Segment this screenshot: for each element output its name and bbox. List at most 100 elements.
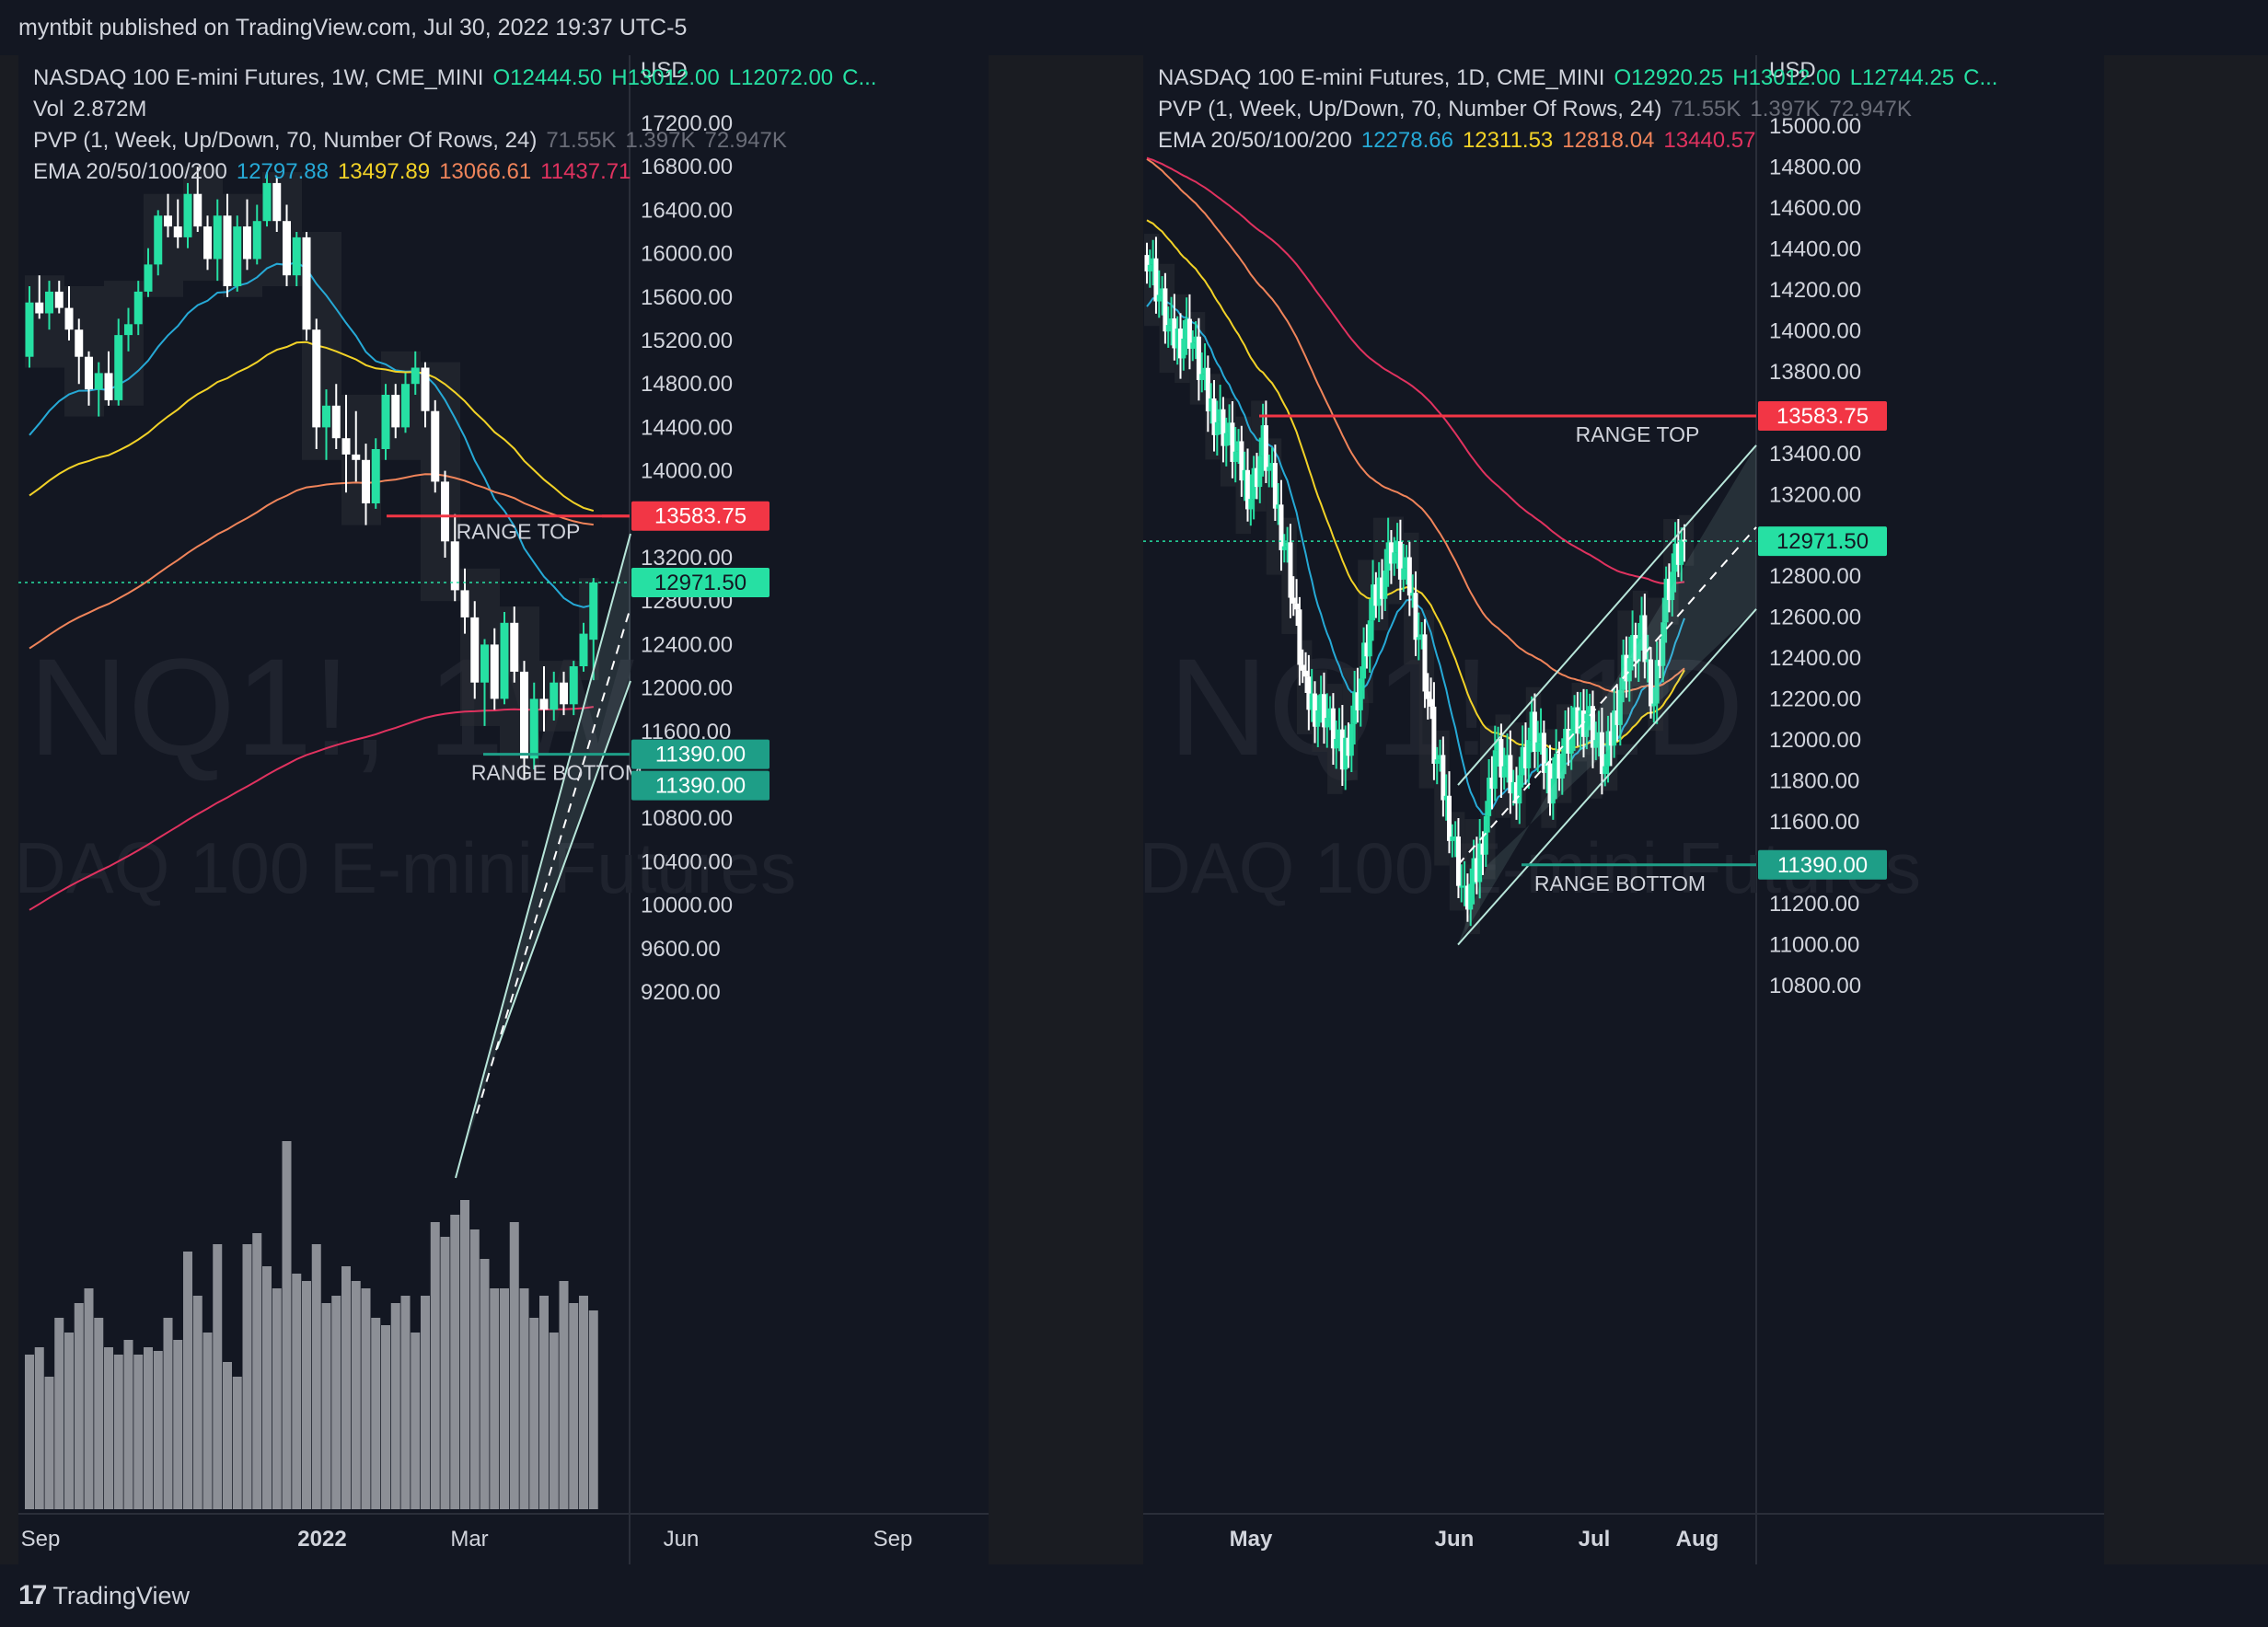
- candle-body: [1383, 571, 1388, 599]
- brand-name[interactable]: TradingView: [52, 1581, 190, 1610]
- volume-bar: [144, 1347, 153, 1509]
- weekly-chart-svg[interactable]: NQ1!, 1WNASDAQ 100 E-mini FuturesUSD1720…: [18, 55, 989, 1564]
- candle-body: [1290, 597, 1296, 604]
- candle-body: [1245, 469, 1250, 510]
- y-tick-label: 11000.00: [1769, 933, 1859, 958]
- candle-body: [45, 291, 53, 314]
- ema50-line: [29, 340, 595, 513]
- symbol-title[interactable]: NASDAQ 100 E-mini Futures, 1W, CME_MINI: [33, 65, 484, 90]
- candle-body: [1657, 660, 1662, 666]
- volume-bar: [44, 1377, 54, 1509]
- y-tick-label: 13400.00: [1769, 442, 1861, 467]
- candle-body: [1563, 728, 1568, 754]
- candle-body: [1209, 398, 1214, 411]
- candle-body: [1174, 329, 1180, 349]
- candle-body: [25, 302, 34, 357]
- candle-body: [1334, 738, 1339, 749]
- daily-chart-panel[interactable]: NQ1!, 1DNASDAQ 100 E-mini FuturesUSD1500…: [1143, 55, 2104, 1564]
- candle-body: [114, 335, 123, 400]
- pvp-total: 72.947K: [1829, 97, 1912, 121]
- channel-mid-line: [476, 606, 631, 1114]
- candle-body: [1313, 693, 1317, 727]
- candle-body: [1236, 441, 1242, 452]
- volume-bar: [213, 1244, 223, 1509]
- x-tick-label: May: [1230, 1527, 1273, 1552]
- candle-body: [1406, 557, 1412, 596]
- ema200-value: 13440.57: [1663, 128, 1756, 153]
- candle-body: [1281, 546, 1287, 550]
- volume-bar: [490, 1288, 500, 1509]
- volume-bar: [351, 1281, 361, 1509]
- range-bottom-price-tag-bg: [1758, 849, 1887, 880]
- tradingview-logo-icon[interactable]: 17: [18, 1580, 47, 1610]
- candle-body: [1413, 593, 1418, 640]
- last-price-tag-bg: [1758, 526, 1887, 557]
- candle-body: [1554, 754, 1559, 779]
- candle-body: [1388, 542, 1394, 564]
- candle-body: [1483, 815, 1488, 855]
- candle-body: [1416, 637, 1421, 640]
- range-top-price-tag: 13583.75: [654, 504, 746, 529]
- candle-body: [381, 395, 390, 449]
- symbol-title[interactable]: NASDAQ 100 E-mini Futures, 1D, CME_MINI: [1158, 65, 1605, 90]
- candle-body: [1532, 711, 1537, 752]
- daily-legend: NASDAQ 100 E-mini Futures, 1D, CME_MINI …: [1158, 63, 1997, 156]
- candle-body: [1221, 409, 1226, 446]
- y-tick-label: 13800.00: [1769, 360, 1861, 385]
- y-tick-label: 12400.00: [641, 632, 733, 657]
- candle-body: [1288, 542, 1293, 598]
- candle-body: [1587, 706, 1592, 714]
- candle-body: [480, 644, 489, 683]
- candle-body: [362, 459, 370, 503]
- y-tick-label: 14400.00: [641, 415, 733, 440]
- candle-body: [1172, 318, 1177, 349]
- y-tick-label: 11200.00: [1769, 892, 1859, 917]
- volume-bar: [84, 1288, 94, 1509]
- candle-body: [1181, 338, 1186, 359]
- weekly-chart-panel[interactable]: NQ1!, 1WNASDAQ 100 E-mini FuturesUSD1720…: [18, 55, 989, 1564]
- volume-bar: [411, 1333, 421, 1509]
- candle-body: [1441, 755, 1446, 801]
- pvp-down: 1.397K: [1750, 97, 1821, 121]
- daily-chart-svg[interactable]: NQ1!, 1DNASDAQ 100 E-mini FuturesUSD1500…: [1143, 55, 2104, 1564]
- candle-body: [1547, 763, 1553, 804]
- candle-body: [1358, 678, 1363, 710]
- candle-body: [1263, 425, 1268, 471]
- ema-label[interactable]: EMA 20/50/100/200: [1158, 128, 1352, 153]
- candle-body: [75, 329, 84, 357]
- volume-bar: [381, 1325, 390, 1509]
- last-price-tag: 12971.50: [654, 571, 746, 595]
- x-tick-label: Aug: [1676, 1527, 1719, 1552]
- candle-body: [1645, 659, 1650, 663]
- y-tick-label: 16000.00: [641, 242, 733, 267]
- volume-bar: [469, 1229, 480, 1509]
- ema200-value: 11437.71: [540, 159, 631, 184]
- candle-body: [391, 395, 400, 428]
- pvp-label[interactable]: PVP (1, Week, Up/Down, 70, Number Of Row…: [33, 128, 538, 153]
- candle-body: [1346, 737, 1351, 756]
- candle-body: [144, 264, 153, 292]
- candle-body: [1675, 543, 1681, 565]
- y-tick-label: 14600.00: [1769, 196, 1861, 221]
- volume-bar: [133, 1355, 144, 1509]
- high-value: H13012.00: [611, 65, 720, 90]
- range-top-price-tag: 13583.75: [1776, 404, 1869, 429]
- ema-label[interactable]: EMA 20/50/100/200: [33, 159, 227, 184]
- candle-body: [223, 215, 232, 286]
- candle-body: [1404, 557, 1409, 569]
- footer-bar: 17 TradingView: [0, 1564, 2268, 1627]
- y-tick-label: 12000.00: [641, 676, 733, 701]
- candle-body: [1450, 837, 1455, 841]
- pvp-label[interactable]: PVP (1, Week, Up/Down, 70, Number Of Row…: [1158, 97, 1662, 121]
- candle-body: [1355, 692, 1360, 710]
- candle-body: [1336, 729, 1342, 739]
- candle-body: [1151, 258, 1156, 265]
- candle-body: [1267, 467, 1272, 471]
- candle-body: [1343, 737, 1348, 770]
- candle-body: [322, 405, 330, 428]
- y-tick-label: 14000.00: [641, 459, 733, 484]
- candle-body: [1498, 739, 1504, 778]
- volume-bar: [480, 1259, 490, 1509]
- candle-body: [1318, 694, 1324, 710]
- candle-body: [1545, 763, 1550, 773]
